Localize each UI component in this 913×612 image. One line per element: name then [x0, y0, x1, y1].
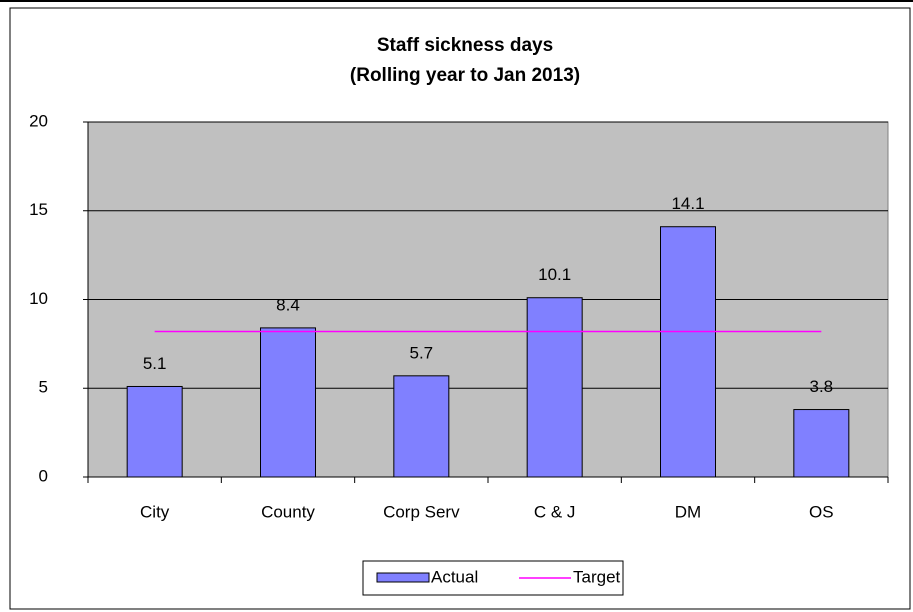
- x-tick-label: OS: [809, 502, 834, 521]
- legend-label: Target: [573, 567, 621, 586]
- x-tick-label: DM: [675, 502, 701, 521]
- y-tick-label: 10: [29, 289, 48, 308]
- bar: [793, 409, 850, 478]
- data-label: 5.1: [143, 354, 167, 373]
- y-tick-label: 5: [39, 378, 48, 397]
- data-label: 3.8: [810, 377, 834, 396]
- data-label: 10.1: [538, 265, 571, 284]
- data-label: 5.7: [410, 343, 434, 362]
- legend-label: Actual: [431, 567, 478, 586]
- bar: [660, 226, 716, 478]
- bar: [526, 297, 583, 478]
- bar: [260, 327, 316, 478]
- y-tick-label: 15: [29, 200, 48, 219]
- legend-swatch: [376, 572, 430, 583]
- bar: [126, 385, 183, 478]
- x-tick-label: Corp Serv: [383, 502, 460, 521]
- chart-subtitle: (Rolling year to Jan 2013): [350, 65, 580, 86]
- y-tick-label: 0: [39, 466, 48, 485]
- bar: [393, 375, 450, 478]
- chart-title: Staff sickness days: [377, 35, 553, 56]
- x-tick-label: County: [261, 502, 315, 521]
- x-tick-label: City: [140, 502, 170, 521]
- x-tick-label: C & J: [534, 502, 576, 521]
- data-label: 8.4: [276, 295, 300, 314]
- y-tick-label: 20: [29, 111, 48, 130]
- data-label: 14.1: [671, 194, 704, 213]
